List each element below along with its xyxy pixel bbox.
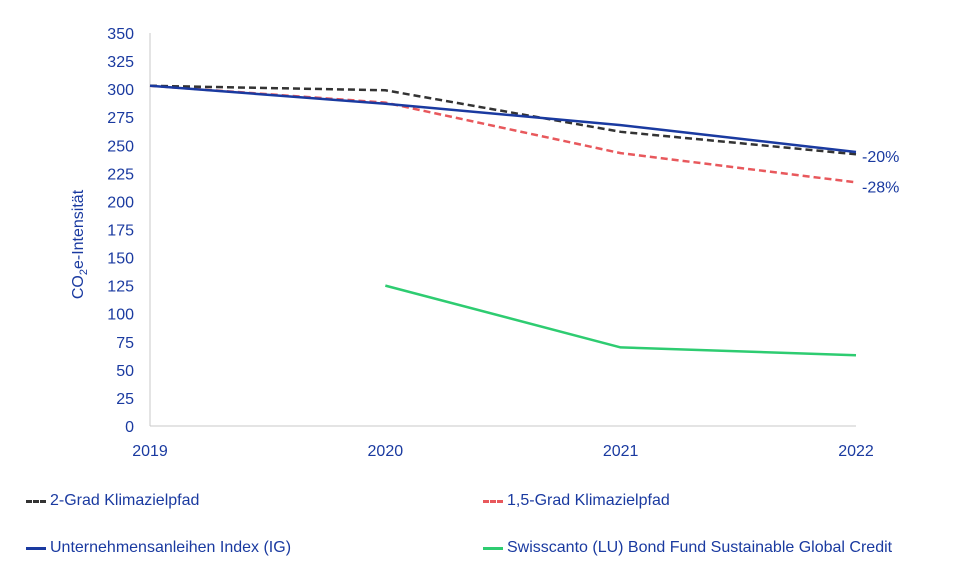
y-axis: 0 25 50 75 100 125 150 175 200 225 250 275 300 325 350 xyxy=(107,26,151,436)
series-line-one-five-degree xyxy=(149,84,857,184)
y-label-subscript: 2 xyxy=(78,269,90,275)
x-tick-label: 2019 xyxy=(132,443,168,460)
y-tick-label: 100 xyxy=(107,307,134,324)
y-tick-label: 275 xyxy=(107,110,134,127)
y-tick-label: 125 xyxy=(107,279,134,296)
series-line-index xyxy=(149,84,857,154)
y-tick-label: 225 xyxy=(107,166,134,183)
end-annotation: -20% xyxy=(862,149,899,166)
annotation-layer: -20% -28% xyxy=(862,149,899,196)
y-tick-label: 175 xyxy=(107,223,134,240)
y-tick-label: 25 xyxy=(116,391,134,408)
x-axis: 2019 2020 2021 2022 xyxy=(132,425,874,460)
y-tick-label: 200 xyxy=(107,194,134,211)
end-annotation: -28% xyxy=(862,179,899,196)
y-tick-label: 150 xyxy=(107,251,134,268)
x-tick-label: 2021 xyxy=(603,443,639,460)
y-label-suffix: e-Intensität xyxy=(70,189,87,269)
series-line-two-degree xyxy=(149,84,857,156)
y-tick-label: 350 xyxy=(107,26,134,43)
y-tick-label: 50 xyxy=(116,363,134,380)
series-layer xyxy=(149,84,857,357)
y-tick-label: 250 xyxy=(107,138,134,155)
y-tick-label: 300 xyxy=(107,82,134,99)
y-tick-label: 325 xyxy=(107,54,134,71)
y-label-prefix: CO xyxy=(70,275,87,299)
y-tick-label: 0 xyxy=(125,419,134,436)
y-axis-label: CO2e-Intensität xyxy=(70,189,90,299)
x-tick-label: 2022 xyxy=(838,443,874,460)
series-line-fund xyxy=(385,284,857,357)
y-tick-label: 75 xyxy=(116,335,134,352)
x-tick-label: 2020 xyxy=(368,443,404,460)
